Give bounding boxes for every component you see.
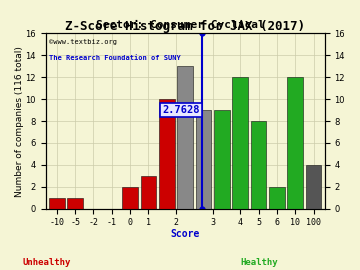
- Bar: [122, 187, 138, 209]
- Y-axis label: Number of companies (116 total): Number of companies (116 total): [15, 46, 24, 197]
- Bar: [269, 187, 285, 209]
- Bar: [49, 198, 64, 209]
- Bar: [141, 176, 156, 209]
- Text: ©www.textbiz.org: ©www.textbiz.org: [49, 39, 117, 45]
- Bar: [233, 77, 248, 209]
- Text: Unhealthy: Unhealthy: [23, 258, 71, 266]
- Title: Z-Score Histogram for JAX (2017): Z-Score Histogram for JAX (2017): [65, 21, 305, 33]
- Bar: [251, 121, 266, 209]
- Text: 2.7628: 2.7628: [162, 105, 200, 115]
- Text: Healthy: Healthy: [240, 258, 278, 266]
- Bar: [214, 110, 230, 209]
- X-axis label: Score: Score: [171, 229, 200, 239]
- Text: The Research Foundation of SUNY: The Research Foundation of SUNY: [49, 55, 180, 60]
- Text: Sector: Consumer Cyclical: Sector: Consumer Cyclical: [96, 20, 264, 30]
- Bar: [159, 99, 175, 209]
- Bar: [177, 66, 193, 209]
- Bar: [288, 77, 303, 209]
- Bar: [196, 110, 211, 209]
- Bar: [306, 165, 321, 209]
- Bar: [67, 198, 83, 209]
